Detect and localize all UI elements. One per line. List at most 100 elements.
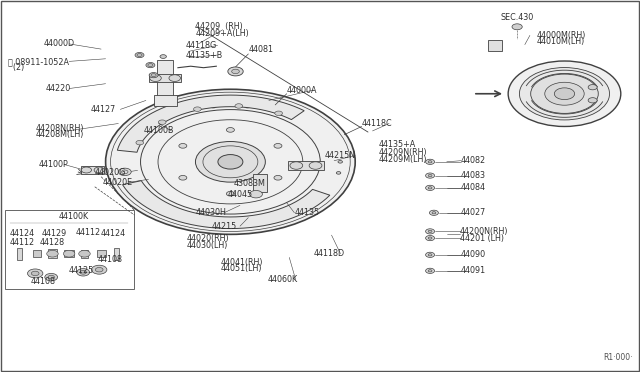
Circle shape bbox=[227, 128, 234, 132]
Circle shape bbox=[218, 155, 243, 169]
Circle shape bbox=[77, 269, 90, 276]
Circle shape bbox=[136, 140, 143, 145]
Text: 44100B: 44100B bbox=[144, 126, 175, 135]
Circle shape bbox=[426, 252, 435, 257]
Bar bbox=[64, 250, 74, 257]
Text: 44020E: 44020E bbox=[102, 178, 132, 187]
Text: 44000D: 44000D bbox=[44, 39, 75, 48]
Circle shape bbox=[428, 187, 432, 189]
Circle shape bbox=[149, 73, 158, 78]
Bar bbox=[157, 60, 173, 96]
Text: 44108: 44108 bbox=[97, 255, 122, 264]
Circle shape bbox=[274, 176, 282, 180]
Text: 44000M(RH): 44000M(RH) bbox=[536, 31, 586, 40]
Circle shape bbox=[338, 160, 342, 163]
Circle shape bbox=[227, 192, 234, 196]
Bar bbox=[5, 210, 134, 289]
Text: 44208N(RH): 44208N(RH) bbox=[35, 124, 84, 133]
Circle shape bbox=[169, 75, 180, 81]
Bar bbox=[253, 174, 267, 192]
Circle shape bbox=[554, 88, 575, 100]
Text: 44209N(RH): 44209N(RH) bbox=[379, 148, 428, 157]
Circle shape bbox=[250, 190, 262, 198]
Circle shape bbox=[244, 104, 250, 108]
Circle shape bbox=[228, 67, 243, 76]
Circle shape bbox=[80, 270, 86, 274]
Text: 44124: 44124 bbox=[101, 229, 126, 238]
Text: 44041(RH): 44041(RH) bbox=[221, 258, 263, 267]
Circle shape bbox=[274, 144, 282, 148]
Bar bbox=[154, 95, 177, 106]
Circle shape bbox=[63, 250, 75, 257]
Text: 44091: 44091 bbox=[461, 266, 486, 275]
Text: 44020G: 44020G bbox=[95, 169, 126, 177]
Circle shape bbox=[232, 69, 239, 74]
Circle shape bbox=[79, 250, 90, 257]
Text: 44082: 44082 bbox=[461, 156, 486, 165]
Text: 44215: 44215 bbox=[211, 222, 236, 231]
Circle shape bbox=[508, 61, 621, 126]
Bar bbox=[81, 166, 104, 174]
Text: 44100P: 44100P bbox=[38, 160, 68, 169]
Text: 44118G: 44118G bbox=[186, 41, 217, 50]
Circle shape bbox=[45, 273, 58, 281]
Circle shape bbox=[426, 159, 435, 164]
Circle shape bbox=[428, 237, 432, 239]
Circle shape bbox=[95, 267, 103, 272]
Text: 44083: 44083 bbox=[461, 171, 486, 180]
Circle shape bbox=[432, 212, 436, 214]
Text: 44125: 44125 bbox=[69, 266, 94, 275]
Circle shape bbox=[195, 141, 266, 182]
Text: 44000A: 44000A bbox=[287, 86, 317, 94]
Text: 44209+A(LH): 44209+A(LH) bbox=[195, 29, 249, 38]
Circle shape bbox=[428, 254, 432, 256]
Text: 44220: 44220 bbox=[46, 84, 71, 93]
Text: 44124: 44124 bbox=[10, 229, 35, 238]
Text: 44200N(RH): 44200N(RH) bbox=[460, 227, 508, 236]
Text: 44060K: 44060K bbox=[268, 275, 298, 284]
Polygon shape bbox=[122, 181, 330, 228]
Circle shape bbox=[426, 268, 435, 273]
Circle shape bbox=[426, 185, 435, 190]
Bar bbox=[33, 250, 41, 257]
Text: 44215N: 44215N bbox=[325, 151, 356, 160]
Circle shape bbox=[309, 162, 322, 169]
Text: Ⓝ 08911-1052A: Ⓝ 08911-1052A bbox=[8, 57, 68, 66]
Circle shape bbox=[150, 75, 161, 81]
Circle shape bbox=[94, 167, 104, 173]
Circle shape bbox=[426, 229, 435, 234]
Circle shape bbox=[428, 270, 432, 272]
Text: R1·000·: R1·000· bbox=[603, 353, 632, 362]
Text: 44118C: 44118C bbox=[362, 119, 392, 128]
Circle shape bbox=[588, 98, 597, 103]
Text: 44209  (RH): 44209 (RH) bbox=[195, 22, 243, 31]
Bar bbox=[488, 40, 502, 51]
Circle shape bbox=[92, 265, 107, 274]
Circle shape bbox=[275, 111, 282, 115]
Circle shape bbox=[290, 162, 303, 169]
Circle shape bbox=[428, 230, 432, 232]
Bar bbox=[48, 249, 57, 258]
Circle shape bbox=[235, 104, 243, 108]
Circle shape bbox=[588, 84, 597, 90]
Text: 44135+A: 44135+A bbox=[379, 140, 416, 149]
Circle shape bbox=[135, 52, 144, 58]
Text: 44112: 44112 bbox=[10, 238, 35, 247]
Circle shape bbox=[531, 74, 598, 113]
Text: 44201 (LH): 44201 (LH) bbox=[460, 234, 504, 243]
Text: 44135: 44135 bbox=[294, 208, 319, 217]
Circle shape bbox=[47, 250, 58, 257]
Text: 44129: 44129 bbox=[42, 229, 67, 238]
Text: (2): (2) bbox=[8, 63, 24, 72]
Text: 44045: 44045 bbox=[227, 190, 252, 199]
Circle shape bbox=[160, 55, 166, 58]
Circle shape bbox=[520, 68, 609, 120]
Bar bbox=[149, 74, 181, 82]
Text: 44127: 44127 bbox=[91, 105, 116, 114]
Bar bbox=[97, 250, 106, 257]
Circle shape bbox=[336, 171, 341, 174]
Text: 44108: 44108 bbox=[31, 278, 56, 286]
Circle shape bbox=[426, 173, 435, 178]
Circle shape bbox=[137, 54, 142, 57]
Text: 43083M: 43083M bbox=[234, 179, 266, 187]
